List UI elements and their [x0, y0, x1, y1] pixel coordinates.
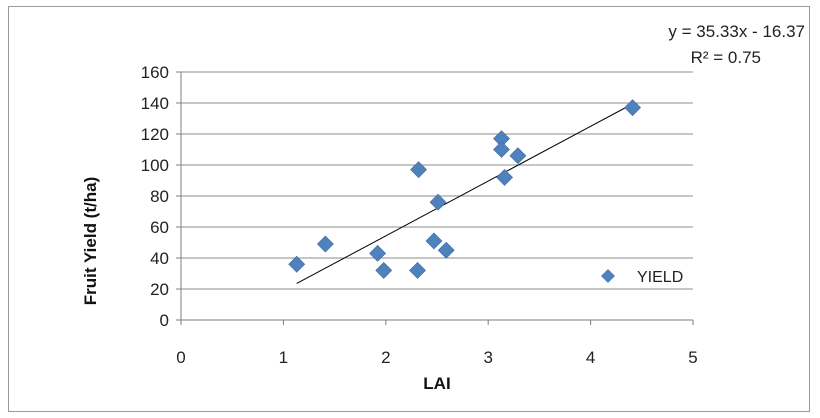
- data-point: [429, 193, 447, 211]
- data-point: [425, 232, 443, 250]
- data-point: [369, 244, 387, 262]
- data-point: [496, 168, 514, 186]
- y-axis-title: Fruit Yield (t/ha): [81, 177, 100, 305]
- legend: YIELD: [601, 269, 683, 286]
- y-tick-label: 60: [150, 218, 169, 237]
- axes: [176, 71, 694, 325]
- data-point: [410, 161, 427, 179]
- x-tick-label: 4: [586, 348, 595, 367]
- y-tick-label: 0: [160, 311, 169, 330]
- legend-label-yield: YIELD: [637, 269, 683, 286]
- chart-frame: [8, 6, 810, 412]
- data-point: [437, 241, 455, 259]
- x-tick-label: 0: [176, 348, 185, 367]
- data-point: [493, 141, 510, 158]
- data-point: [288, 255, 306, 273]
- tick-labels: 0 20 40 60 80 100 120 140 160 0 1 2 3 4 5: [141, 63, 698, 367]
- x-tick-label: 1: [279, 348, 288, 367]
- legend-marker-yield: [601, 269, 615, 283]
- data-point: [375, 261, 393, 279]
- data-point: [624, 99, 642, 117]
- y-tick-label: 160: [141, 63, 169, 82]
- data-point: [409, 261, 426, 279]
- y-tick-label: 100: [141, 156, 169, 175]
- trendline: [296, 103, 633, 284]
- data-points: [288, 99, 642, 279]
- r-squared-label: R² = 0.75: [691, 48, 761, 67]
- x-tick-label: 2: [381, 348, 390, 367]
- data-point: [509, 147, 527, 165]
- y-tick-label: 20: [150, 280, 169, 299]
- x-tick-label: 3: [483, 348, 492, 367]
- x-axis-title: LAI: [423, 374, 450, 393]
- data-point: [316, 235, 334, 253]
- y-tick-label: 140: [141, 94, 169, 113]
- gridlines: [181, 71, 693, 290]
- trendline-layer: [296, 103, 633, 284]
- y-tick-label: 120: [141, 125, 169, 144]
- x-tick-label: 5: [688, 348, 697, 367]
- y-tick-label: 40: [150, 249, 169, 268]
- y-tick-label: 80: [150, 187, 169, 206]
- trendline-equation: y = 35.33x - 16.37: [668, 22, 805, 41]
